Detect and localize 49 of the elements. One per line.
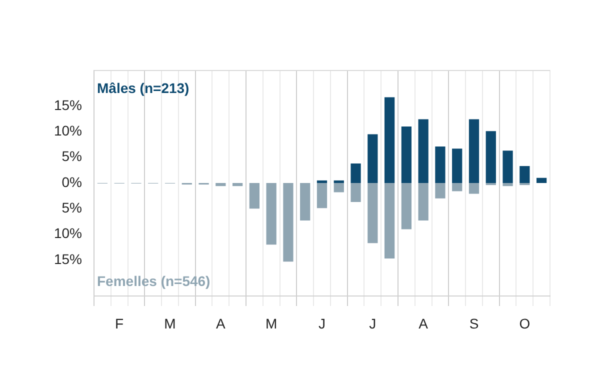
- bar: [334, 183, 344, 192]
- bar: [266, 183, 276, 245]
- y-tick-label: 15%: [54, 250, 82, 267]
- x-tick-label: S: [469, 315, 479, 332]
- x-tick-label: M: [164, 315, 176, 332]
- bar: [502, 183, 513, 186]
- bar: [316, 183, 328, 208]
- y-tick-label: 5%: [62, 148, 82, 164]
- bar: [232, 183, 243, 186]
- y-tick-label: 15%: [54, 96, 82, 113]
- x-tick-label: O: [519, 315, 530, 332]
- x-tick-label: A: [418, 315, 429, 332]
- text: Femelles (n=546): [97, 272, 210, 289]
- y-tick-label: 5%: [62, 200, 82, 216]
- x-tick-label: J: [369, 315, 376, 332]
- bar: [401, 183, 412, 230]
- bar: [350, 163, 361, 183]
- x-tick-label: F: [115, 315, 124, 332]
- bar: [300, 183, 310, 220]
- bar: [384, 183, 395, 259]
- x-tick-label: A: [216, 315, 226, 332]
- bar: [468, 119, 480, 183]
- bar: [401, 126, 412, 183]
- bar: [368, 134, 378, 183]
- bar: [452, 183, 462, 192]
- bar: [249, 183, 260, 209]
- bar: [520, 166, 530, 183]
- bar: [435, 146, 446, 183]
- x-tick-label: M: [265, 315, 278, 332]
- bar: [486, 131, 496, 183]
- bar: [350, 183, 361, 202]
- text: 0%: [62, 174, 82, 190]
- bar: [384, 97, 395, 183]
- y-tick-label: 10%: [54, 122, 82, 138]
- bar: [502, 150, 513, 183]
- bar: [468, 183, 480, 194]
- bar: [316, 180, 328, 183]
- bar: [452, 148, 462, 183]
- bar: [536, 178, 547, 183]
- bar: [368, 183, 378, 244]
- bar: [418, 183, 428, 220]
- y-tick-label: 10%: [54, 225, 82, 242]
- bar: [435, 183, 446, 198]
- bar: [334, 180, 344, 183]
- text: Mâles (n=213): [97, 80, 190, 96]
- bar: [216, 183, 226, 186]
- bar: [418, 119, 428, 183]
- x-tick-label: J: [318, 315, 326, 332]
- bar: [283, 183, 294, 262]
